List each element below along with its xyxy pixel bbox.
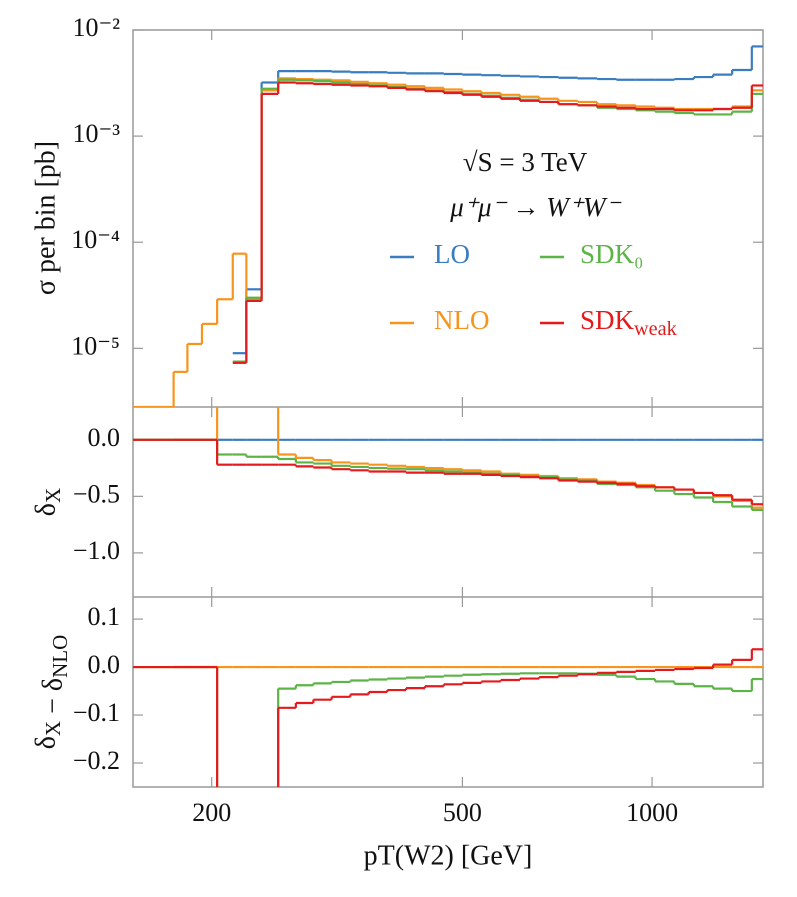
y-tick-label: 10⁻⁴ xyxy=(71,225,120,254)
y-tick-label: −0.5 xyxy=(73,479,120,508)
x-axis-label: pT(W2) [GeV] xyxy=(364,840,533,871)
y-tick-label: 10⁻⁵ xyxy=(71,331,120,360)
plot-frame xyxy=(132,29,764,788)
plot-area xyxy=(133,648,763,787)
plot-area xyxy=(133,407,763,512)
annotation: μ⁺μ⁻ → W⁺W⁻ xyxy=(449,192,621,222)
x-tick-label: 500 xyxy=(443,798,482,827)
x-tick-label: 1000 xyxy=(626,798,678,827)
annotation: √S = 3 TeV xyxy=(463,147,588,177)
legend-label: SDKweak xyxy=(580,305,678,339)
x-tick-label: 200 xyxy=(192,798,231,827)
y-tick-label: −0.2 xyxy=(73,746,120,775)
legend-label: NLO xyxy=(434,305,490,335)
y-axis-label: δX xyxy=(30,488,64,516)
legend-label: SDK₀ xyxy=(580,239,643,269)
y-tick-label: 10⁻² xyxy=(72,13,120,42)
y-tick-label: −0.1 xyxy=(73,698,120,727)
y-tick-label: 10⁻³ xyxy=(72,119,120,148)
y-tick-label: 0.0 xyxy=(88,650,121,679)
y-axis-label: δX − δNLO xyxy=(30,635,71,750)
legend-label: LO xyxy=(434,239,470,269)
y-tick-label: −1.0 xyxy=(73,536,120,565)
plot-area xyxy=(133,45,763,407)
y-tick-label: 0.1 xyxy=(88,602,121,631)
y-axis-label: σ per bin [pb] xyxy=(30,141,61,295)
y-tick-label: 0.0 xyxy=(88,423,121,452)
